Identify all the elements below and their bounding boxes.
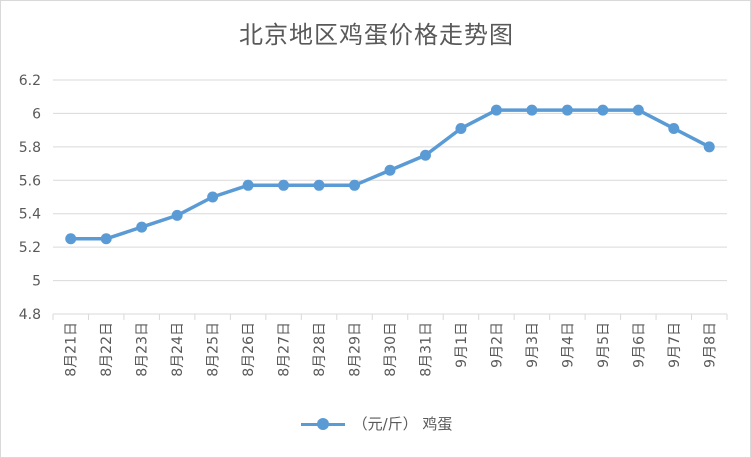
x-tick-label: 8月30日 [383, 322, 399, 377]
data-point [65, 233, 77, 245]
data-point [597, 104, 609, 116]
x-tick-label: 9月1日 [454, 322, 470, 368]
y-tick-label: 5 [32, 274, 41, 290]
data-point [384, 164, 396, 176]
x-tick-label: 8月31日 [418, 322, 434, 377]
x-tick-label: 8月24日 [170, 322, 186, 377]
data-point [703, 141, 715, 153]
data-point [136, 221, 148, 233]
data-point [242, 179, 254, 191]
data-point [455, 122, 467, 134]
y-tick-label: 5.2 [19, 240, 41, 256]
data-point [561, 104, 573, 116]
legend-label: （元/斤） 鸡蛋 [352, 415, 453, 433]
x-tick-label: 9月3日 [525, 322, 541, 368]
data-point [171, 209, 183, 221]
data-point [313, 179, 325, 191]
y-tick-label: 5.6 [19, 173, 41, 189]
data-point [207, 191, 219, 203]
data-point [419, 149, 431, 161]
y-tick-label: 6 [32, 106, 41, 122]
x-tick-label: 8月21日 [64, 322, 80, 377]
x-tick-label: 8月25日 [206, 322, 222, 377]
x-tick-label: 9月8日 [702, 322, 718, 368]
y-tick-label: 4.8 [19, 307, 41, 323]
data-point [526, 104, 538, 116]
x-tick-label: 9月5日 [596, 322, 612, 368]
data-point [490, 104, 502, 116]
chart-title: 北京地区鸡蛋价格走势图 [239, 21, 514, 49]
data-point [100, 233, 112, 245]
y-tick-label: 5.8 [19, 140, 41, 156]
x-tick-label: 9月6日 [631, 322, 647, 368]
data-point [668, 122, 680, 134]
x-tick-label: 9月7日 [667, 322, 683, 368]
x-tick-label: 8月29日 [348, 322, 364, 377]
y-tick-label: 6.2 [19, 73, 41, 89]
data-point [349, 179, 361, 191]
legend-marker [300, 416, 345, 432]
line-chart: 4.8 5 5.2 5.4 5.6 5.8 6 6.2 8月21日 8月22日 8月23日 8月24日… [19, 73, 728, 377]
data-point [632, 104, 644, 116]
x-tick-label: 8月23日 [135, 322, 151, 377]
legend: （元/斤） 鸡蛋 [1, 413, 750, 434]
x-tick-label: 9月4日 [560, 322, 576, 368]
y-tick-label: 5.4 [19, 207, 41, 223]
x-tick-label: 8月27日 [277, 322, 293, 377]
x-tick-label: 8月28日 [312, 322, 328, 377]
data-point [278, 179, 290, 191]
x-tick-label: 8月22日 [99, 322, 115, 377]
x-tick-label: 9月2日 [489, 322, 505, 368]
x-tick-label: 8月26日 [241, 322, 257, 377]
